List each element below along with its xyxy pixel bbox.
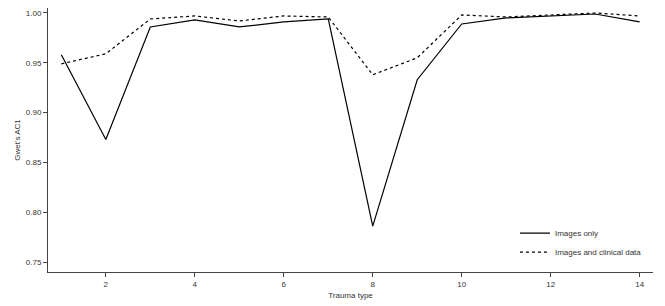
svg-text:0.80: 0.80 xyxy=(26,208,42,217)
svg-text:12: 12 xyxy=(546,280,555,289)
svg-text:4: 4 xyxy=(193,280,198,289)
svg-text:1.00: 1.00 xyxy=(26,9,42,18)
svg-text:14: 14 xyxy=(635,280,644,289)
svg-text:6: 6 xyxy=(282,280,287,289)
svg-text:Gwet's AC1: Gwet's AC1 xyxy=(13,119,22,161)
svg-text:Trauma type: Trauma type xyxy=(328,291,373,300)
svg-text:2: 2 xyxy=(104,280,109,289)
svg-text:0.85: 0.85 xyxy=(26,158,42,167)
svg-text:Images only: Images only xyxy=(555,229,598,238)
svg-text:Images and clinical data: Images and clinical data xyxy=(555,248,641,257)
svg-text:0.95: 0.95 xyxy=(26,59,42,68)
svg-text:8: 8 xyxy=(371,280,376,289)
svg-text:10: 10 xyxy=(457,280,466,289)
svg-text:0.90: 0.90 xyxy=(26,108,42,117)
svg-text:0.75: 0.75 xyxy=(26,258,42,267)
